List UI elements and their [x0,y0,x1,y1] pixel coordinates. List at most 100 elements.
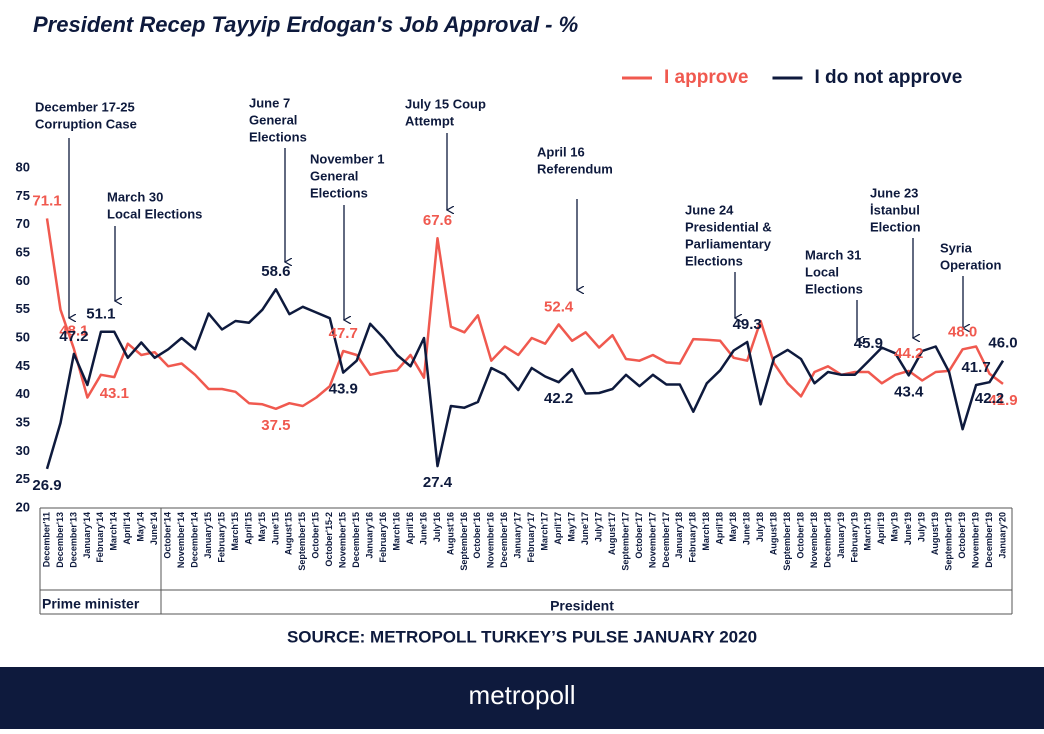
x-tick-label: August'18 [768,512,778,555]
annotation: Attempt [405,113,455,128]
x-tick-label: July'17 [593,512,603,542]
x-tick-label: October'15 [311,512,321,559]
x-tick-label: June'17 [580,512,590,545]
x-tick-label: February'14 [95,512,105,563]
x-tick-label: March'18 [701,512,711,551]
x-tick-label: December'16 [499,512,509,568]
x-tick-label: March'19 [863,512,873,551]
annotation: March 31 [805,247,861,262]
x-tick-label: January'20 [997,512,1007,559]
x-tick-label: September'18 [782,512,792,571]
data-label: 47.7 [329,325,358,342]
y-tick-label: 30 [16,443,30,458]
x-tick-label: May'15 [257,512,267,542]
annotation: Elections [805,281,863,296]
x-tick-label: July'19 [917,512,927,542]
data-label: 58.6 [261,263,290,280]
y-tick-label: 25 [16,471,30,486]
x-tick-label: November'14 [176,512,186,568]
data-label: 51.1 [86,306,115,323]
y-tick-label: 70 [16,216,30,231]
annotation: June 7 [249,95,290,110]
x-tick-label: May'17 [567,512,577,542]
annotation: March 30 [107,189,163,204]
annotation: November 1 [310,151,384,166]
annotation: April 16 [537,144,585,159]
x-tick-label: December'13 [55,512,65,568]
y-tick-label: 20 [16,499,30,514]
annotation: Operation [940,257,1001,272]
y-tick-label: 80 [16,159,30,174]
data-label: 27.4 [423,474,453,491]
data-label: 48.1 [59,323,88,340]
x-tick-label: February'16 [378,512,388,563]
y-tick-label: 65 [16,244,30,259]
data-label: 37.5 [261,417,290,434]
x-tick-label: September'16 [459,512,469,571]
x-tick-label: December'19 [984,512,994,568]
x-tick-label: December'18 [822,512,832,568]
x-tick-label: October'17 [634,512,644,559]
data-label: 49.3 [733,316,762,333]
x-tick-label: April'19 [876,512,886,545]
x-tick-label: January'19 [836,512,846,559]
y-tick-label: 35 [16,414,30,429]
x-tick-label: September'17 [620,512,630,571]
x-tick-label: May'18 [728,512,738,542]
x-tick-label: January'18 [674,512,684,559]
annotation: Election [870,219,921,234]
annotation: Corruption Case [35,116,137,131]
annotation: June 23 [870,185,918,200]
period-label: Prime minister [42,596,140,612]
data-label: 41.9 [988,392,1017,409]
period-label: President [550,598,614,614]
x-tick-label: October'18 [795,512,805,559]
annotation: Local [805,264,839,279]
data-label: 47.2 [59,328,88,345]
data-label: 42.2 [975,390,1004,407]
data-label: 26.9 [32,477,61,494]
x-tick-label: June'18 [742,512,752,545]
x-tick-label: March'17 [540,512,550,551]
x-tick-label: October'14 [163,512,173,559]
annotation: İstanbul [870,202,920,217]
y-tick-label: 55 [16,301,30,316]
annotation: Referendum [537,161,613,176]
x-tick-label: June'15 [270,512,280,545]
x-tick-label: May'19 [890,512,900,542]
data-label: 45.9 [854,335,883,352]
x-tick-label: March'16 [391,512,401,551]
annotation: Local Elections [107,206,202,221]
brand: metropoll [469,680,576,710]
x-tick-label: August'16 [445,512,455,555]
annotation: Parliamentary [685,236,772,251]
x-tick-label: March'15 [230,512,240,551]
data-label: 42.2 [544,390,573,407]
annotation: June 24 [685,202,734,217]
annotation: General [249,112,297,127]
data-label: 67.6 [423,212,452,229]
data-label: 43.1 [100,385,129,402]
y-tick-label: 45 [16,358,30,373]
x-tick-label: December'15 [351,512,361,568]
y-tick-label: 75 [16,188,30,203]
x-tick-label: January'14 [82,512,92,559]
annotation: Elections [310,185,368,200]
y-tick-label: 40 [16,386,30,401]
footer-band [0,667,1044,729]
x-tick-label: January'15 [203,512,213,559]
x-tick-label: February'15 [216,512,226,563]
x-tick-label: June'19 [903,512,913,545]
x-tick-label: November'19 [970,512,980,568]
x-tick-label: April'15 [243,512,253,545]
annotation: Elections [249,129,307,144]
x-tick-label: July'18 [755,512,765,542]
annotations: December 17-25 Corruption Case March 30 … [35,95,1001,340]
x-tick-label: January'16 [365,512,375,559]
data-label: 52.4 [544,298,574,315]
data-label: 71.1 [32,192,61,209]
x-tick-label: March'14 [109,512,119,551]
data-label: 43.9 [329,381,358,398]
